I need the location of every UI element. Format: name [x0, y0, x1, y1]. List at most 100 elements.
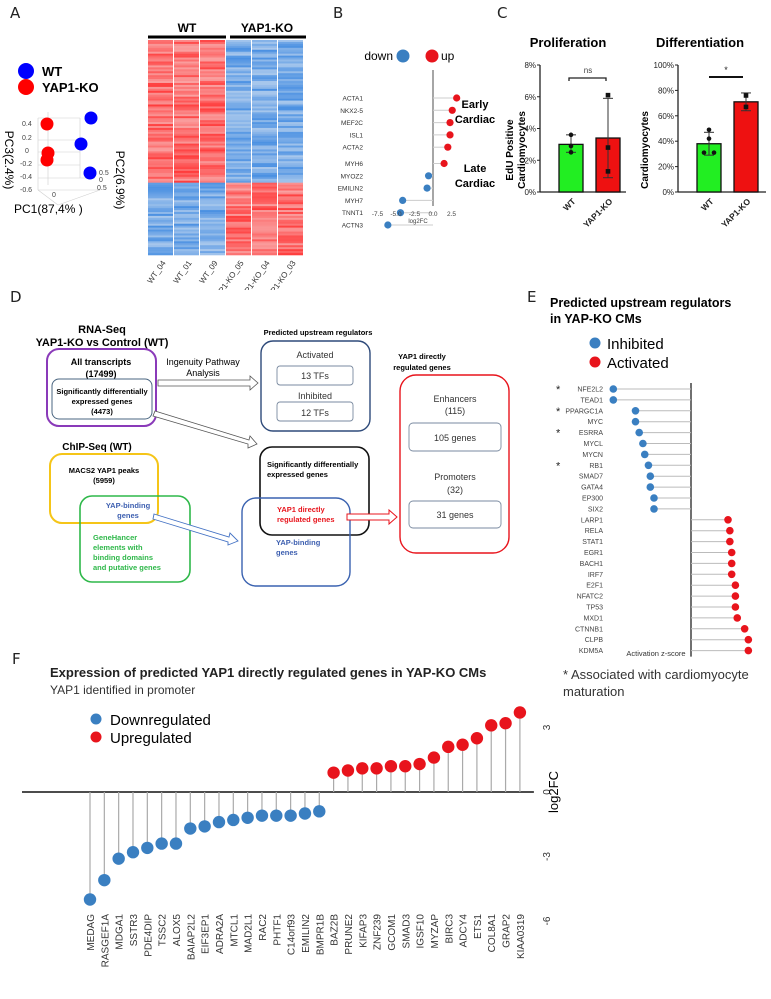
b-point — [424, 172, 433, 180]
heatmap-cell — [174, 170, 199, 174]
heatmap-cell — [200, 114, 225, 117]
promoters-count: (32) — [447, 485, 463, 495]
f-gene-label: MDGA1 — [115, 914, 126, 950]
heatmap-cell — [148, 116, 173, 119]
heatmap-cell — [252, 186, 277, 189]
heatmap-cell — [278, 157, 303, 160]
heatmap-cell — [200, 217, 225, 221]
e-point — [727, 559, 736, 568]
heatmap-cell — [252, 71, 277, 74]
heatmap-cell — [200, 233, 225, 236]
heatmap-cell — [278, 57, 303, 60]
heatmap-cell — [226, 235, 251, 238]
heatmap-cell — [200, 249, 225, 252]
e-point — [609, 396, 618, 404]
heatmap-cell — [226, 122, 251, 125]
heatmap-cell — [278, 204, 303, 207]
e-point — [727, 570, 736, 579]
heatmap-cell — [278, 67, 303, 70]
heatmap-cell — [174, 245, 199, 248]
heatmap-cell — [252, 151, 277, 154]
c-x-tick-label: WT — [699, 196, 716, 213]
f-point — [98, 873, 111, 887]
heatmap-cell — [148, 75, 173, 78]
heatmap-cell — [278, 200, 303, 203]
f-gene-label: EMILIN2 — [301, 914, 312, 953]
heatmap-cell — [278, 213, 303, 217]
f-gene-label: MYZAP — [430, 914, 441, 949]
heatmap-cell — [278, 69, 303, 72]
heatmap-group-wt: WT — [178, 21, 197, 35]
b-point — [384, 221, 392, 229]
b-gene-label: ACTN3 — [342, 223, 364, 230]
heatmap-cell — [148, 223, 173, 226]
c-data-point — [605, 145, 611, 150]
heatmap-cell — [252, 73, 277, 76]
heatmap-cell — [174, 129, 199, 133]
heatmap-cell — [200, 98, 225, 101]
heatmap-cell — [226, 219, 251, 223]
sdeg-label-1: Significantly differentially — [56, 387, 148, 396]
c-data-point — [568, 132, 574, 138]
b-xlabel: log2FC — [408, 219, 428, 225]
e-gene-label: KDM5A — [579, 648, 603, 655]
heatmap-cell — [200, 57, 225, 60]
heatmap-cell — [252, 59, 277, 62]
heatmap-cell — [148, 153, 173, 156]
legend-ko-label: YAP1-KO — [42, 80, 99, 95]
heatmap-cell — [226, 198, 251, 201]
heatmap-cell — [252, 94, 277, 97]
f-gene-label: KIFAP3 — [358, 914, 369, 948]
f-gene-label: BAIAP2L2 — [186, 914, 197, 961]
heatmap-cell — [200, 229, 225, 232]
heatmap-cell — [174, 161, 199, 164]
f-gene-label: EIF3EP1 — [201, 914, 212, 954]
heatmap-cell — [174, 176, 199, 180]
f-y-tick: -6 — [542, 916, 553, 925]
heatmap-cell — [226, 233, 251, 236]
all-transcripts-count: (17499) — [85, 369, 116, 379]
sdeg2-label-2: expressed genes — [267, 470, 328, 479]
panel-b-lollipop-chart: down up Early Cardiac Late Cardiac ACTA1… — [338, 49, 495, 230]
ipa-label-2: Analysis — [186, 368, 220, 378]
heatmap-cell — [226, 96, 251, 99]
heatmap-cell — [148, 110, 173, 113]
c-data-point — [605, 169, 611, 174]
heatmap-cell — [278, 104, 303, 107]
heatmap-cell — [226, 92, 251, 96]
heatmap-cell — [174, 167, 199, 170]
group-early-line1: Early — [462, 99, 490, 111]
heatmap-cell — [226, 90, 251, 94]
heatmap-cell — [200, 139, 225, 142]
heatmap-cell — [200, 153, 225, 156]
heatmap-cell — [148, 127, 173, 131]
c-y-tick-label: 6% — [524, 93, 536, 102]
e-gene-label: RELA — [585, 528, 604, 535]
b-point — [396, 209, 405, 217]
b-x-tick: -2.5 — [409, 211, 421, 218]
heatmap-cell — [226, 102, 251, 105]
f-point — [313, 805, 326, 818]
heatmap-cell — [278, 182, 303, 185]
heatmap-cell — [252, 112, 277, 115]
e-point — [609, 385, 618, 393]
heatmap-cell — [278, 73, 303, 76]
heatmap-cell — [278, 92, 303, 96]
heatmap-cell — [200, 227, 225, 230]
heatmap-cell — [148, 133, 173, 137]
heatmap-cell — [174, 159, 199, 162]
heatmap-cell — [252, 229, 277, 232]
e-gene-label: LARP1 — [581, 517, 603, 524]
heatmap-cell — [174, 104, 199, 107]
heatmap-cell — [252, 178, 277, 182]
heatmap-cell — [278, 120, 303, 123]
heatmap-cell — [200, 108, 225, 111]
heatmap-cell — [174, 210, 199, 213]
heatmap-cell — [174, 237, 199, 240]
heatmap-cell — [226, 49, 251, 53]
heatmap-cell — [226, 61, 251, 64]
heatmap-cell — [148, 176, 173, 180]
heatmap-cell — [278, 159, 303, 162]
heatmap-cell — [148, 172, 173, 176]
heatmap-cell — [226, 112, 251, 115]
